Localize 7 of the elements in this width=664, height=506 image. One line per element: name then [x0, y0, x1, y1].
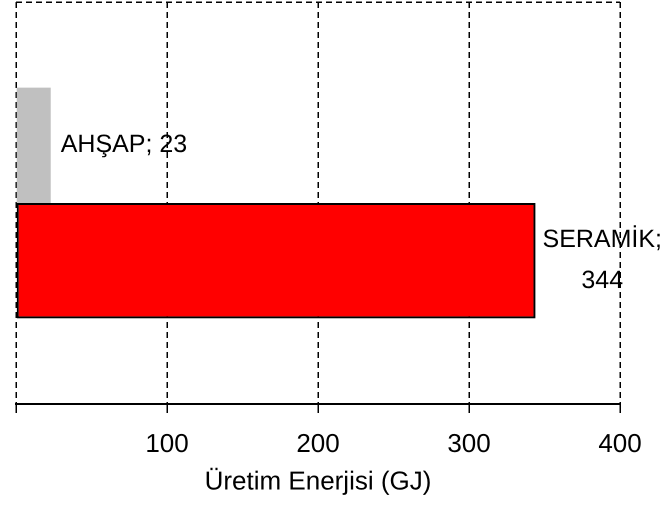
- data-label: SERAMİK; 344: [542, 225, 662, 294]
- x-tick-label: 400: [598, 428, 642, 458]
- x-tick-label: 300: [447, 428, 491, 458]
- x-axis-title: Üretim Enerjisi (GJ): [204, 466, 432, 496]
- x-tick-label: 200: [296, 428, 340, 458]
- x-tick-label: 100: [145, 428, 189, 458]
- data-label: AHŞAP; 23: [60, 130, 188, 158]
